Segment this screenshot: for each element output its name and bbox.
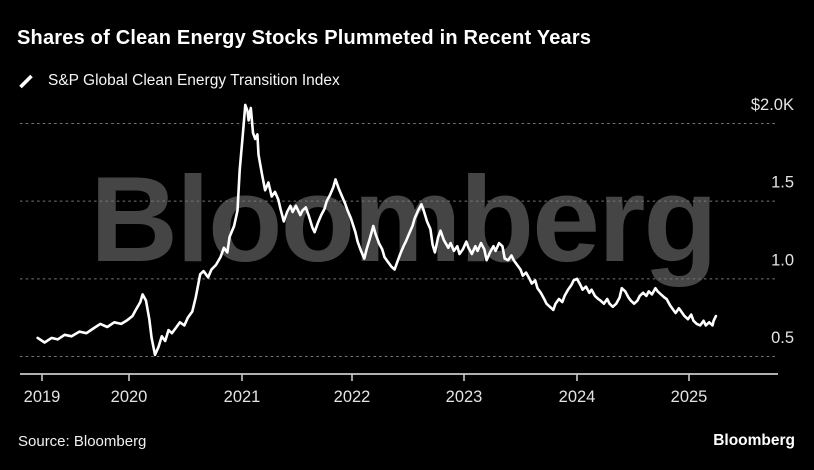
index-price-line <box>36 103 718 357</box>
y-tick-label: $2.0K <box>751 96 794 114</box>
y-tick-label: 1.5 <box>771 174 794 192</box>
bloomberg-logo: Bloomberg <box>713 432 795 449</box>
x-tick-label: 2025 <box>671 388 708 406</box>
y-tick-label: 0.5 <box>771 329 794 347</box>
legend-label: S&P Global Clean Energy Transition Index <box>48 72 340 89</box>
x-tick-label: 2019 <box>24 388 61 406</box>
x-tick-label: 2020 <box>111 388 148 406</box>
gridlines <box>20 123 778 357</box>
x-axis: 2019 2020 2021 2022 2023 2024 2025 <box>20 373 778 406</box>
chart-title: Shares of Clean Energy Stocks Plummeted … <box>17 27 592 49</box>
x-tick-label: 2024 <box>559 388 596 406</box>
x-tick-label: 2022 <box>334 388 371 406</box>
x-tick-label: 2021 <box>224 388 261 406</box>
y-tick-label: 1.0 <box>771 251 794 269</box>
legend: S&P Global Clean Energy Transition Index <box>18 72 340 90</box>
bloomberg-watermark: Bloomberg <box>90 151 716 287</box>
line-series-icon <box>19 74 33 88</box>
y-axis-labels: $2.0K 1.5 1.0 0.5 <box>751 96 794 347</box>
x-tick-label: 2023 <box>446 388 483 406</box>
source-note: Source: Bloomberg <box>18 433 147 450</box>
